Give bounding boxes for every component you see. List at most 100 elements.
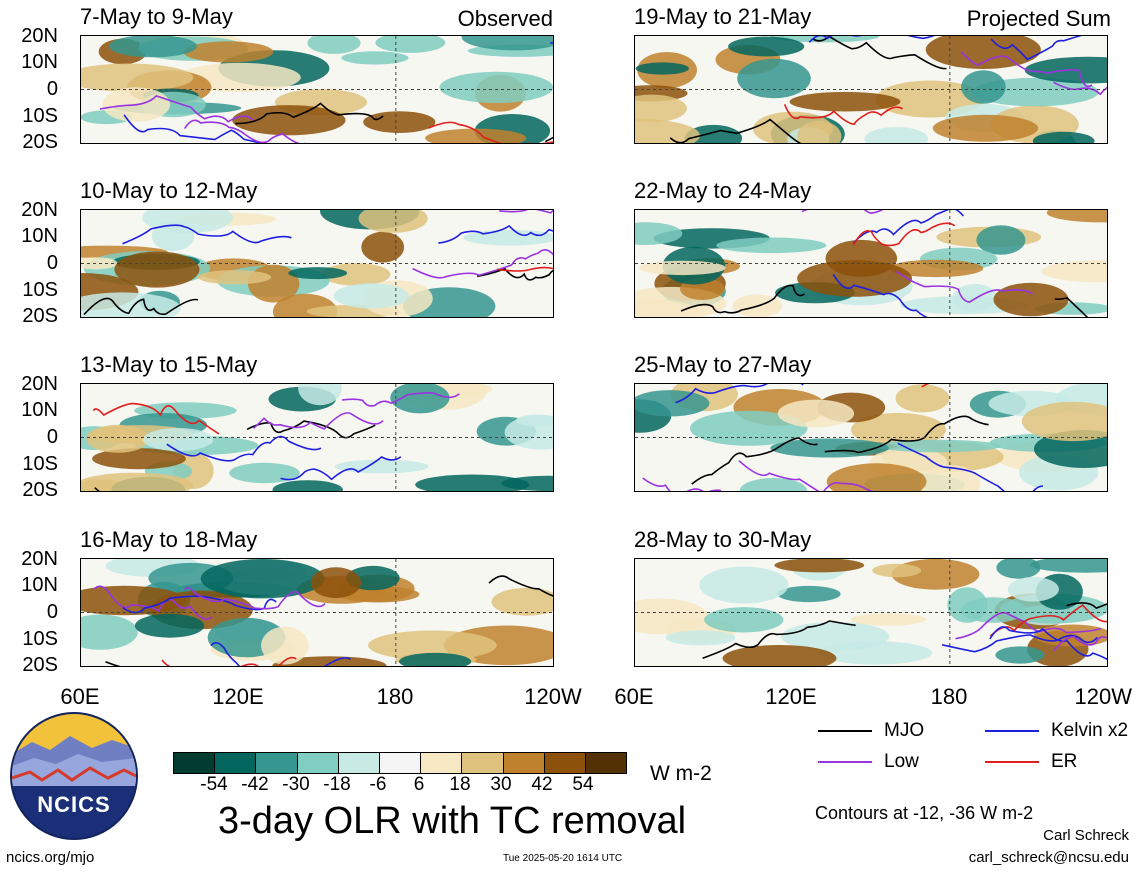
olr-anomaly-blob [728, 36, 805, 57]
contour-line [92, 402, 220, 435]
contour-line [801, 210, 884, 215]
olr-anomaly-blob [635, 94, 687, 123]
lat-label: 0 [46, 426, 58, 448]
lat-label: 10S [22, 105, 58, 127]
olr-anomaly-blob [864, 127, 929, 143]
colorbar-tick: -6 [369, 774, 387, 795]
contour-line [428, 121, 553, 143]
logo-mountains-icon [12, 714, 136, 838]
legend-line-mjo [818, 730, 872, 732]
panel-title-left-1: 7-May to 9-May [80, 4, 233, 29]
colorbar-cell [174, 753, 216, 773]
olr-anomaly-blob [1032, 131, 1095, 143]
map-panel-left-4 [80, 558, 554, 667]
olr-anomaly-blob [515, 414, 553, 427]
olr-anomaly-blob [425, 128, 527, 143]
ncics-logo: NCICS [10, 712, 138, 840]
contour-line [166, 435, 322, 462]
lat-label: 10N [21, 51, 58, 73]
olr-anomaly-blob [932, 114, 1039, 142]
olr-anomaly-blob [399, 652, 472, 666]
lon-label-right: 120E [765, 684, 817, 709]
lat-label: 10N [21, 574, 58, 596]
olr-anomaly-blob [334, 459, 429, 474]
colorbar-tick: 6 [413, 774, 425, 795]
contour-line [960, 51, 1093, 88]
contour-line [184, 586, 326, 610]
contour-line [702, 620, 856, 659]
author-email: carl_schreck@ncsu.edu [968, 849, 1129, 866]
lat-label: 10N [21, 225, 58, 247]
contour-line [941, 634, 1098, 653]
contour-line [1066, 602, 1107, 610]
olr-anomaly-blob [722, 645, 837, 666]
contour-line [1053, 635, 1107, 652]
colorbar-cell [503, 753, 545, 773]
contour-line [438, 224, 553, 244]
contour-line [990, 36, 1082, 61]
legend-label: MJO [884, 720, 925, 741]
timestamp: Tue 2025-05-20 1614 UTC [503, 853, 623, 864]
contour-note: Contours at -12, -36 W m-2 [815, 803, 1034, 823]
lon-label-left: 120E [212, 684, 264, 709]
olr-field [635, 210, 1107, 317]
olr-anomaly-blob [142, 210, 233, 234]
contour-line [122, 224, 292, 245]
logo-text: NCICS [37, 792, 111, 817]
olr-anomaly-blob [1041, 260, 1107, 283]
colorbar-cell [544, 753, 586, 773]
olr-anomaly-blob [183, 41, 274, 63]
olr-anomaly-blob [142, 428, 214, 451]
olr-field [635, 559, 1107, 666]
olr-anomaly-blob [777, 399, 855, 428]
colorbar-tick: 54 [572, 774, 594, 795]
olr-anomaly-blob [200, 559, 325, 599]
contour-line [895, 270, 1034, 303]
legend-item-low: Low [818, 751, 919, 773]
map-panel-left-2 [80, 209, 554, 318]
olr-anomaly-blob [86, 424, 149, 453]
panel-title-left-2: 10-May to 12-May [80, 178, 258, 203]
olr-anomaly-blob [415, 474, 530, 491]
olr-anomaly-blob [777, 585, 841, 603]
contour-line [105, 661, 121, 666]
map-panel-right-3 [634, 383, 1108, 492]
contour-line [252, 412, 384, 430]
contour-line [210, 642, 351, 666]
colorbar-tick: -18 [323, 774, 351, 795]
olr-anomaly-blob [925, 36, 1041, 69]
map-panel-right-4 [634, 558, 1108, 667]
olr-anomaly-blob [361, 231, 405, 263]
olr-anomaly-blob [739, 478, 807, 491]
olr-anomaly-blob [288, 267, 348, 280]
olr-anomaly-blob [92, 448, 186, 470]
olr-anomaly-blob [272, 480, 343, 491]
panel-tag-observed: Observed [457, 6, 553, 31]
contour-line [83, 297, 199, 316]
olr-anomaly-blob [341, 51, 409, 65]
colorbar [173, 752, 627, 774]
olr-anomaly-blob [333, 283, 409, 309]
olr-anomaly-blob [439, 71, 553, 103]
olr-anomaly-blob [850, 613, 927, 626]
olr-anomaly-blob [993, 282, 1069, 317]
legend-label: Kelvin x2 [1051, 720, 1129, 741]
contour-line [669, 118, 802, 143]
olr-anomaly-blob [390, 384, 450, 414]
colorbar-cell [338, 753, 380, 773]
legend-label: Low [884, 751, 919, 772]
lon-label-left: 180 [376, 684, 414, 709]
olr-anomaly-blob [996, 559, 1041, 579]
colorbar-tick: 18 [449, 774, 471, 795]
legend-item-er: ER [985, 751, 1077, 773]
map-panel-left-1 [80, 35, 554, 144]
olr-anomaly-blob [774, 559, 865, 573]
olr-anomaly-blob [368, 630, 497, 661]
lat-label: 10S [22, 453, 58, 475]
olr-anomaly-blob [818, 641, 932, 665]
olr-anomaly-blob [665, 630, 736, 646]
legend-item-kelvin: Kelvin x2 [985, 720, 1128, 742]
legend-line-low [818, 761, 872, 763]
olr-anomaly-blob [797, 120, 842, 143]
olr-anomaly-blob [81, 63, 194, 92]
